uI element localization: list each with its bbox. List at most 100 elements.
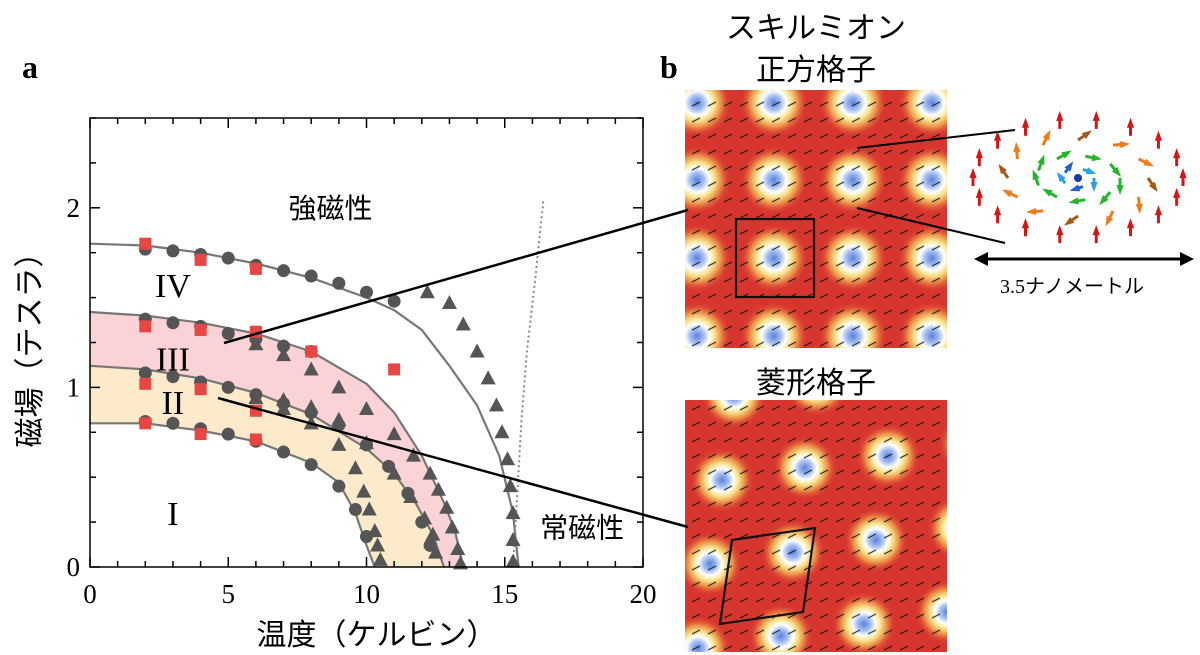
data-point-circle	[138, 366, 152, 380]
data-point-triangle	[248, 390, 264, 405]
rhombic-unit-cell	[718, 526, 817, 626]
data-point-square	[139, 377, 152, 390]
y-tick-label: 1	[67, 372, 81, 402]
data-point-circle	[221, 427, 235, 441]
zoom-line-top	[856, 129, 1016, 149]
spin-arrowhead	[1002, 189, 1013, 198]
data-point-triangle	[455, 316, 471, 331]
spin-arrowhead	[1056, 171, 1066, 183]
data-point-triangle	[403, 488, 419, 503]
data-point-circle	[332, 276, 346, 290]
spin-arrowhead	[998, 163, 1008, 175]
data-point-triangle	[444, 519, 460, 534]
data-point-circle	[423, 538, 437, 552]
data-point-circle	[387, 294, 401, 308]
spin-arrowhead	[1061, 150, 1072, 159]
region-label: IV	[155, 268, 191, 305]
x-tick-label: 0	[83, 579, 97, 609]
data-point-square	[388, 363, 401, 376]
spin-arrowhead	[1111, 166, 1122, 177]
spin-arrowhead	[1026, 207, 1037, 216]
data-point-triangle	[359, 400, 374, 415]
zoom-line-bottom	[856, 207, 1006, 244]
spin-arrowhead	[1179, 168, 1187, 178]
data-point-circle	[166, 370, 180, 384]
data-point-triangle	[361, 501, 377, 516]
spin-arrowhead	[1037, 154, 1045, 166]
data-point-triangle	[480, 370, 496, 385]
data-point-triangle	[248, 336, 264, 351]
spin-arrowhead	[1119, 140, 1130, 149]
data-point-triangle	[331, 411, 347, 426]
data-point-circle	[221, 380, 235, 394]
data-point-triangle	[386, 465, 402, 480]
scale-bar	[974, 252, 1194, 266]
phase-label: 常磁性	[540, 511, 624, 544]
x-tick-label: 10	[353, 579, 380, 609]
phase-label: 強磁性	[289, 192, 373, 225]
data-point-triangle	[276, 347, 292, 362]
data-point-square	[249, 262, 262, 275]
data-point-square	[305, 345, 318, 358]
data-point-triangle	[303, 361, 319, 376]
data-point-circle	[332, 479, 346, 493]
y-axis-title: 磁場（テスラ）	[13, 238, 48, 448]
data-point-triangle	[453, 555, 469, 570]
spin-arrowhead	[1085, 167, 1097, 175]
skyrmion-spin-texture	[969, 110, 1187, 244]
data-point-triangle	[331, 379, 347, 394]
spin-arrowhead	[1092, 225, 1100, 236]
data-point-circle	[277, 445, 291, 459]
rhombic-lattice-image	[685, 400, 947, 652]
data-point-triangle	[367, 523, 383, 538]
spin-arrowhead	[975, 187, 983, 198]
spin-arrowhead	[1173, 148, 1181, 159]
data-point-square	[249, 433, 262, 446]
data-point-circle	[166, 416, 180, 430]
spin-arrowhead	[1081, 130, 1093, 140]
spin-arrowhead	[1021, 117, 1030, 128]
data-point-circle	[360, 285, 373, 299]
data-point-circle	[166, 244, 180, 258]
data-point-square	[194, 253, 207, 266]
spin-arrowhead	[993, 205, 1002, 216]
data-point-circle	[221, 327, 235, 341]
data-point-triangle	[386, 426, 402, 441]
spin-arrowhead	[1091, 153, 1103, 162]
panel-b-letter: b	[660, 49, 678, 85]
data-point-square	[194, 323, 207, 336]
data-point-triangle	[422, 465, 438, 480]
spin-arrowhead	[1056, 225, 1064, 236]
data-point-circle	[348, 503, 362, 517]
data-point-square	[194, 428, 207, 441]
data-point-triangle	[441, 294, 457, 309]
phase-band-2	[90, 365, 444, 567]
x-tick-label: 5	[222, 579, 236, 609]
spin-arrowhead	[1042, 129, 1051, 141]
data-point-circle	[277, 339, 291, 353]
data-point-triangle	[502, 478, 518, 493]
square-unit-cell	[734, 217, 816, 299]
spin-arrowhead	[1154, 205, 1163, 216]
skyrmion-core	[939, 422, 947, 466]
data-point-square	[139, 237, 152, 250]
x-tick-label: 15	[491, 579, 518, 609]
data-point-circle	[304, 269, 318, 283]
spin-core	[1074, 174, 1082, 182]
data-point-circle	[221, 251, 235, 265]
square-lattice-title-line1: スキルミオン	[726, 11, 906, 46]
y-tick-label: 0	[67, 552, 81, 582]
spin-arrowhead	[1056, 110, 1064, 121]
data-point-triangle	[500, 451, 516, 466]
dotted-boundary	[512, 198, 545, 568]
data-point-circle	[304, 458, 318, 472]
data-point-triangle	[430, 481, 446, 496]
spin-arrowhead	[1063, 216, 1075, 226]
data-point-triangle	[425, 526, 441, 541]
square-lattice-image	[685, 90, 947, 348]
rhombic-lattice-title: 菱形格子	[756, 366, 876, 401]
y-tick-label: 2	[67, 193, 81, 223]
data-point-triangle	[356, 483, 372, 498]
